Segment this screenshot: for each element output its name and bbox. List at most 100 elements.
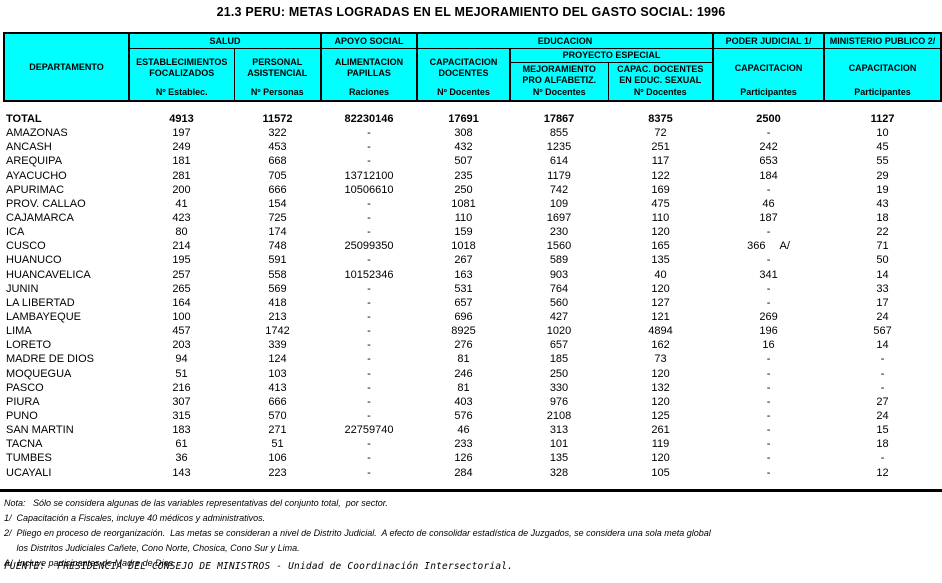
row-department: MADRE DE DIOS <box>6 353 95 366</box>
row-value: 614 <box>549 155 569 168</box>
row-value: 105 <box>651 466 670 479</box>
row-value: 4894 <box>648 325 673 338</box>
row-value: 213 <box>268 311 287 324</box>
col-label-line: ASISTENCIAL <box>247 68 308 78</box>
row-value: 46 <box>457 424 470 437</box>
row-value: - <box>766 282 771 295</box>
row-value: 25099350 <box>344 240 394 253</box>
row-value: - <box>766 466 771 479</box>
row-value: 235 <box>454 169 473 182</box>
col-label-line: CAPACITACION <box>734 62 803 73</box>
row-value: - <box>367 353 371 366</box>
col-label-line: ESTABLECIMIENTOS <box>136 57 228 67</box>
row-value: 1235 <box>546 141 572 154</box>
row-value: 143 <box>172 466 191 479</box>
row-value: 855 <box>549 127 569 140</box>
row-value: 748 <box>268 240 287 253</box>
row-value: 80 <box>175 226 188 239</box>
table-row: LAMBAYEQUE 100 213 - 696 427 121 269 24 <box>4 310 941 324</box>
row-department: AYACUCHO <box>6 169 67 182</box>
row-value: 427 <box>549 311 569 324</box>
row-value: 570 <box>268 410 287 423</box>
row-value: 10 <box>876 127 889 140</box>
row-value: 17691 <box>448 113 479 126</box>
table-row: UCAYALI 143 223 - 284 328 105 - 12 <box>4 466 941 480</box>
row-value: 725 <box>268 212 287 225</box>
row-value: 1020 <box>546 325 572 338</box>
row-department: PIURA <box>6 395 40 408</box>
row-department: AMAZONAS <box>6 127 68 140</box>
col-header-ministerio-publico-capacitacion: CAPACITACION Participantes <box>823 48 942 102</box>
row-department: AREQUIPA <box>6 155 63 168</box>
row-value: 106 <box>268 452 287 465</box>
row-value: - <box>367 339 371 352</box>
row-value: 705 <box>268 169 287 182</box>
table-row: ANCASH 249 453 - 432 1235 251 242 45 <box>4 140 941 154</box>
col-header-departamento: DEPARTAMENTO <box>3 32 130 102</box>
table-row: CAJAMARCA 423 725 - 110 1697 110 187 18 <box>4 211 941 225</box>
col-header-capacitacion-docentes: CAPACITACION DOCENTES Nº Docentes <box>416 48 511 102</box>
row-value: 657 <box>549 339 569 352</box>
row-value: 120 <box>651 226 670 239</box>
table-row: HUANUCO 195 591 - 267 589 135 - 50 <box>4 253 941 267</box>
row-value: 14 <box>876 268 889 281</box>
row-value: 1742 <box>265 325 290 338</box>
table-row: AMAZONAS 197 322 - 308 855 72 - 10 <box>4 126 941 140</box>
cell-note: A/ <box>779 240 790 253</box>
row-value: 45 <box>876 141 889 154</box>
row-value: 33 <box>876 282 889 295</box>
row-department: LAMBAYEQUE <box>6 311 81 324</box>
row-value: 73 <box>654 353 667 366</box>
row-value: 976 <box>549 395 569 408</box>
row-value: - <box>766 296 771 309</box>
row-value: 162 <box>651 339 670 352</box>
row-value: - <box>367 282 371 295</box>
row-value: 250 <box>549 367 569 380</box>
footnote-nota: Nota: Sólo se considera algunas de las v… <box>4 498 388 508</box>
row-value: - <box>766 452 771 465</box>
row-value: 109 <box>549 197 569 210</box>
row-value: 119 <box>651 438 670 451</box>
row-department: HUANCAVELICA <box>6 268 91 281</box>
row-value: 126 <box>454 452 473 465</box>
row-value: 1697 <box>546 212 572 225</box>
row-value: 121 <box>651 311 670 324</box>
row-value: 24 <box>876 311 889 324</box>
row-value: 203 <box>172 339 191 352</box>
row-value: 43 <box>876 197 889 210</box>
row-value: - <box>367 197 371 210</box>
table-row: JUNIN 265 569 - 531 764 120 - 33 <box>4 282 941 296</box>
row-value: 124 <box>268 353 287 366</box>
row-value: - <box>367 466 371 479</box>
group-header-apoyo-social: APOYO SOCIAL <box>320 32 418 49</box>
row-value: - <box>367 367 371 380</box>
row-value: 271 <box>268 424 287 437</box>
row-value: 55 <box>876 155 889 168</box>
row-department: LA LIBERTAD <box>6 296 75 309</box>
row-value: 432 <box>454 141 473 154</box>
row-value: 120 <box>651 367 670 380</box>
row-value: 51 <box>175 367 188 380</box>
col-label-line: EN EDUC. SEXUAL <box>619 75 702 85</box>
spacer-row <box>4 101 941 112</box>
row-value: - <box>766 424 771 437</box>
row-value: 120 <box>651 282 670 295</box>
row-department: MOQUEGUA <box>6 367 72 380</box>
row-value: 18 <box>876 212 889 225</box>
row-value: 14 <box>876 339 889 352</box>
row-value: 169 <box>651 183 670 196</box>
row-value: - <box>367 212 371 225</box>
col-header-establecimientos-focalizados: ESTABLECIMIENTOS FOCALIZADOS Nº Establec… <box>128 48 235 102</box>
row-value: 61 <box>175 438 188 451</box>
row-value: 17867 <box>543 113 575 126</box>
row-value: 313 <box>549 424 569 437</box>
row-value: 328 <box>549 466 569 479</box>
row-value: 163 <box>454 268 473 281</box>
row-value: 246 <box>454 367 473 380</box>
group-header-salud: SALUD <box>128 32 322 49</box>
row-value: 418 <box>268 296 287 309</box>
row-value: 4913 <box>169 113 194 126</box>
row-value: 197 <box>172 127 191 140</box>
row-value: 560 <box>549 296 569 309</box>
row-value: - <box>766 395 771 408</box>
